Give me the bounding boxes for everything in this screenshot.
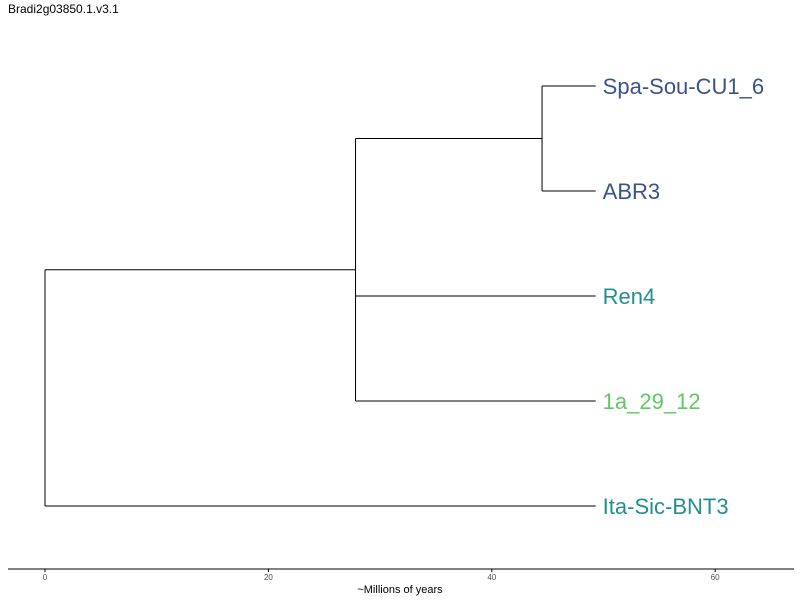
x-tick-label: 60 [711, 573, 720, 582]
leaf-label: Ren4 [603, 284, 656, 309]
x-axis-title: ~Millions of years [357, 584, 443, 596]
x-tick-label: 40 [487, 573, 496, 582]
page-title: Bradi2g03850.1.v3.1 [8, 2, 119, 16]
leaf-label: 1a_29_12 [603, 389, 701, 414]
x-tick-label: 0 [43, 573, 48, 582]
leaf-label: ABR3 [603, 179, 660, 204]
leaf-label: Spa-Sou-CU1_6 [603, 74, 764, 99]
x-tick-label: 20 [264, 573, 273, 582]
leaf-label: Ita-Sic-BNT3 [603, 494, 729, 519]
